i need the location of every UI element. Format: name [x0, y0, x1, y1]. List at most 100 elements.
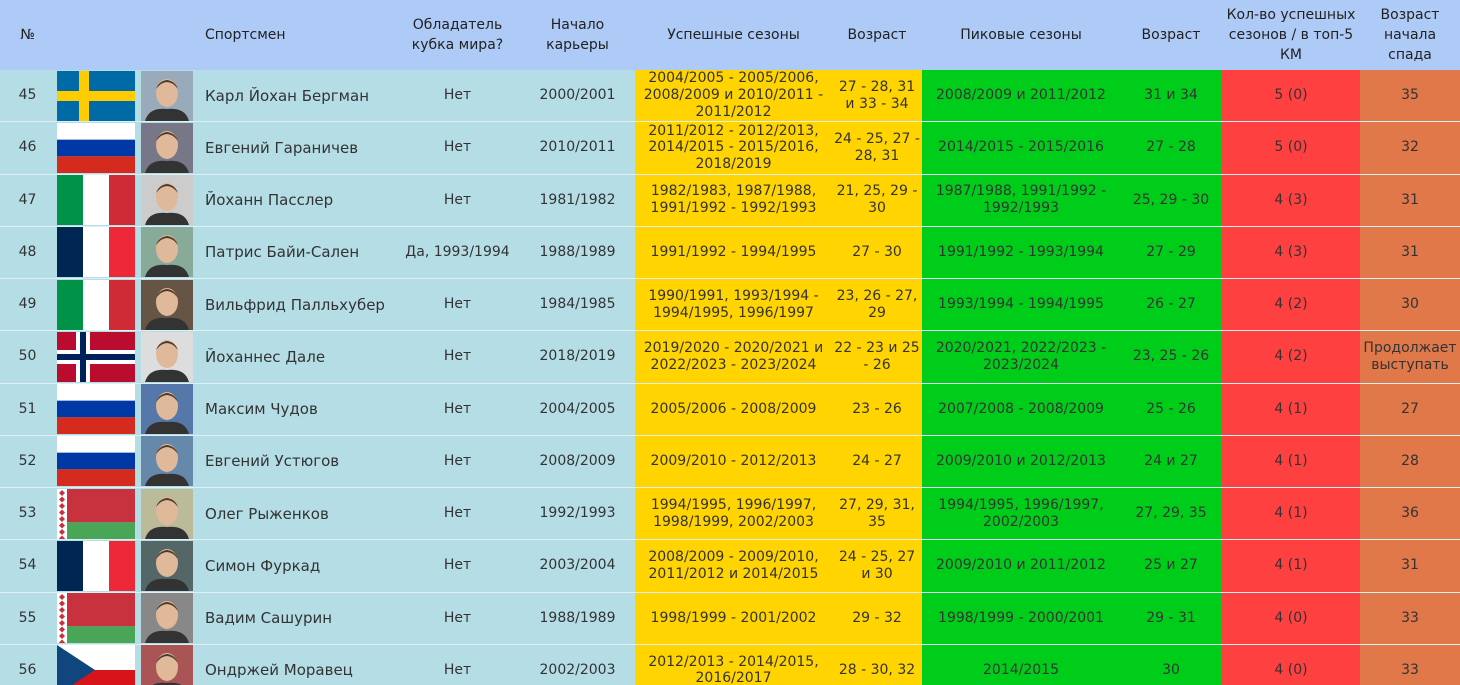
- flag: [57, 645, 135, 685]
- successful-seasons: 1990/1991, 1993/1994 - 1994/1995, 1996/1…: [635, 278, 832, 332]
- athlete-name: Евгений Гараничев: [197, 121, 395, 175]
- peak-seasons: 1991/1992 - 1993/1994: [922, 226, 1120, 280]
- photo-cell: [137, 174, 197, 227]
- flag: [57, 70, 135, 121]
- flag-cell: [55, 435, 137, 489]
- flag: [57, 488, 135, 539]
- career-start: 1992/1993: [520, 487, 635, 541]
- photo-cell: [137, 592, 197, 645]
- successful-count: 4 (1): [1222, 435, 1360, 489]
- successful-count: 4 (3): [1222, 174, 1360, 227]
- world-cup-winner: Нет: [395, 539, 520, 593]
- peak-age: 25 и 27: [1120, 539, 1222, 593]
- flag-cell: [55, 539, 137, 593]
- athlete-photo: [141, 436, 193, 487]
- age: 21, 25, 29 - 30: [832, 174, 922, 227]
- world-cup-winner: Нет: [395, 70, 520, 123]
- decline-age: 30: [1360, 278, 1460, 332]
- table-row: 55 Вадим Сашурин Нет 1988/1989 1998/1999 - 2…: [0, 592, 1460, 645]
- column-header: Обладатель кубка мира?: [395, 0, 520, 70]
- athlete-photo: [141, 593, 193, 644]
- row-number: 56: [0, 644, 55, 685]
- world-cup-winner: Нет: [395, 174, 520, 227]
- peak-seasons: 2014/2015: [922, 644, 1120, 685]
- photo-cell: [137, 121, 197, 175]
- table-row: 47 Йоханн Пасслер Нет 1981/1982 1982/1983, 1…: [0, 174, 1460, 227]
- flag-header: [55, 0, 137, 70]
- table-row: 56 Ондржей Моравец Нет 2002/2003 2012/2013 -…: [0, 644, 1460, 685]
- world-cup-winner: Нет: [395, 644, 520, 685]
- flag: [57, 436, 135, 487]
- world-cup-winner: Нет: [395, 435, 520, 489]
- career-start: 1988/1989: [520, 592, 635, 645]
- age: 27 - 30: [832, 226, 922, 280]
- successful-seasons: 2009/2010 - 2012/2013: [635, 435, 832, 489]
- row-number: 47: [0, 174, 55, 227]
- row-number: 53: [0, 487, 55, 541]
- successful-seasons: 1982/1983, 1987/1988, 1991/1992 - 1992/1…: [635, 174, 832, 227]
- row-number: 46: [0, 121, 55, 175]
- table-body: 45 Карл Йохан Бергман Нет 2000/2001 2004/200…: [0, 70, 1460, 685]
- flag: [57, 384, 135, 435]
- successful-count: 4 (2): [1222, 278, 1360, 332]
- header-row: № Спортсмен Обладатель кубка мира? Начало к…: [0, 0, 1460, 70]
- peak-age: 27, 29, 35: [1120, 487, 1222, 541]
- peak-seasons: 1987/1988, 1991/1992 - 1992/1993: [922, 174, 1120, 227]
- athlete-name: Карл Йохан Бергман: [197, 70, 395, 123]
- decline-age: 31: [1360, 226, 1460, 280]
- peak-seasons: 1994/1995, 1996/1997, 2002/2003: [922, 487, 1120, 541]
- peak-seasons: 2009/2010 и 2012/2013: [922, 435, 1120, 489]
- column-header: №: [0, 0, 55, 70]
- athlete-name: Евгений Устюгов: [197, 435, 395, 489]
- photo-cell: [137, 539, 197, 593]
- career-start: 2004/2005: [520, 383, 635, 436]
- athlete-name: Йоханн Пасслер: [197, 174, 395, 227]
- peak-age: 27 - 28: [1120, 121, 1222, 175]
- flag: [57, 122, 135, 173]
- peak-age: 29 - 31: [1120, 592, 1222, 645]
- table-row: 49 Вильфрид Палльхубер Нет 1984/1985 1990/19…: [0, 278, 1460, 332]
- career-start: 2018/2019: [520, 330, 635, 384]
- age: 24 - 25, 27 - 28, 31: [832, 121, 922, 175]
- athlete-name: Максим Чудов: [197, 383, 395, 436]
- decline-age: 33: [1360, 592, 1460, 645]
- athlete-name: Вильфрид Палльхубер: [197, 278, 395, 332]
- photo-header: [137, 0, 197, 70]
- flag-cell: [55, 70, 137, 123]
- row-number: 50: [0, 330, 55, 384]
- successful-count: 5 (0): [1222, 121, 1360, 175]
- athlete-name: Вадим Сашурин: [197, 592, 395, 645]
- successful-seasons: 2011/2012 - 2012/2013, 2014/2015 - 2015/…: [635, 121, 832, 175]
- athlete-name: Патрис Байи-Сален: [197, 226, 395, 280]
- age: 23, 26 - 27, 29: [832, 278, 922, 332]
- table-row: 46 Евгений Гараничев Нет 2010/2011 2011/2012…: [0, 121, 1460, 175]
- decline-age: 36: [1360, 487, 1460, 541]
- flag: [57, 593, 135, 644]
- athlete-name: Йоханнес Дале: [197, 330, 395, 384]
- decline-age: 31: [1360, 539, 1460, 593]
- photo-cell: [137, 435, 197, 489]
- photo-cell: [137, 70, 197, 123]
- peak-age: 30: [1120, 644, 1222, 685]
- column-header: Успешные сезоны: [635, 0, 832, 70]
- photo-cell: [137, 330, 197, 384]
- world-cup-winner: Да, 1993/1994: [395, 226, 520, 280]
- athlete-photo: [141, 488, 193, 539]
- successful-count: 4 (1): [1222, 383, 1360, 436]
- athlete-name: Олег Рыженков: [197, 487, 395, 541]
- decline-age: 31: [1360, 174, 1460, 227]
- flag-cell: [55, 174, 137, 227]
- table-row: 52 Евгений Устюгов Нет 2008/2009 2009/2010 -…: [0, 435, 1460, 489]
- row-number: 54: [0, 539, 55, 593]
- successful-count: 4 (1): [1222, 487, 1360, 541]
- peak-seasons: 2007/2008 - 2008/2009: [922, 383, 1120, 436]
- peak-seasons: 2014/2015 - 2015/2016: [922, 121, 1120, 175]
- flag-cell: [55, 226, 137, 280]
- column-header: Начало карьеры: [520, 0, 635, 70]
- peak-age: 23, 25 - 26: [1120, 330, 1222, 384]
- athlete-name: Симон Фуркад: [197, 539, 395, 593]
- flag: [57, 540, 135, 591]
- decline-age: 27: [1360, 383, 1460, 436]
- peak-age: 25 - 26: [1120, 383, 1222, 436]
